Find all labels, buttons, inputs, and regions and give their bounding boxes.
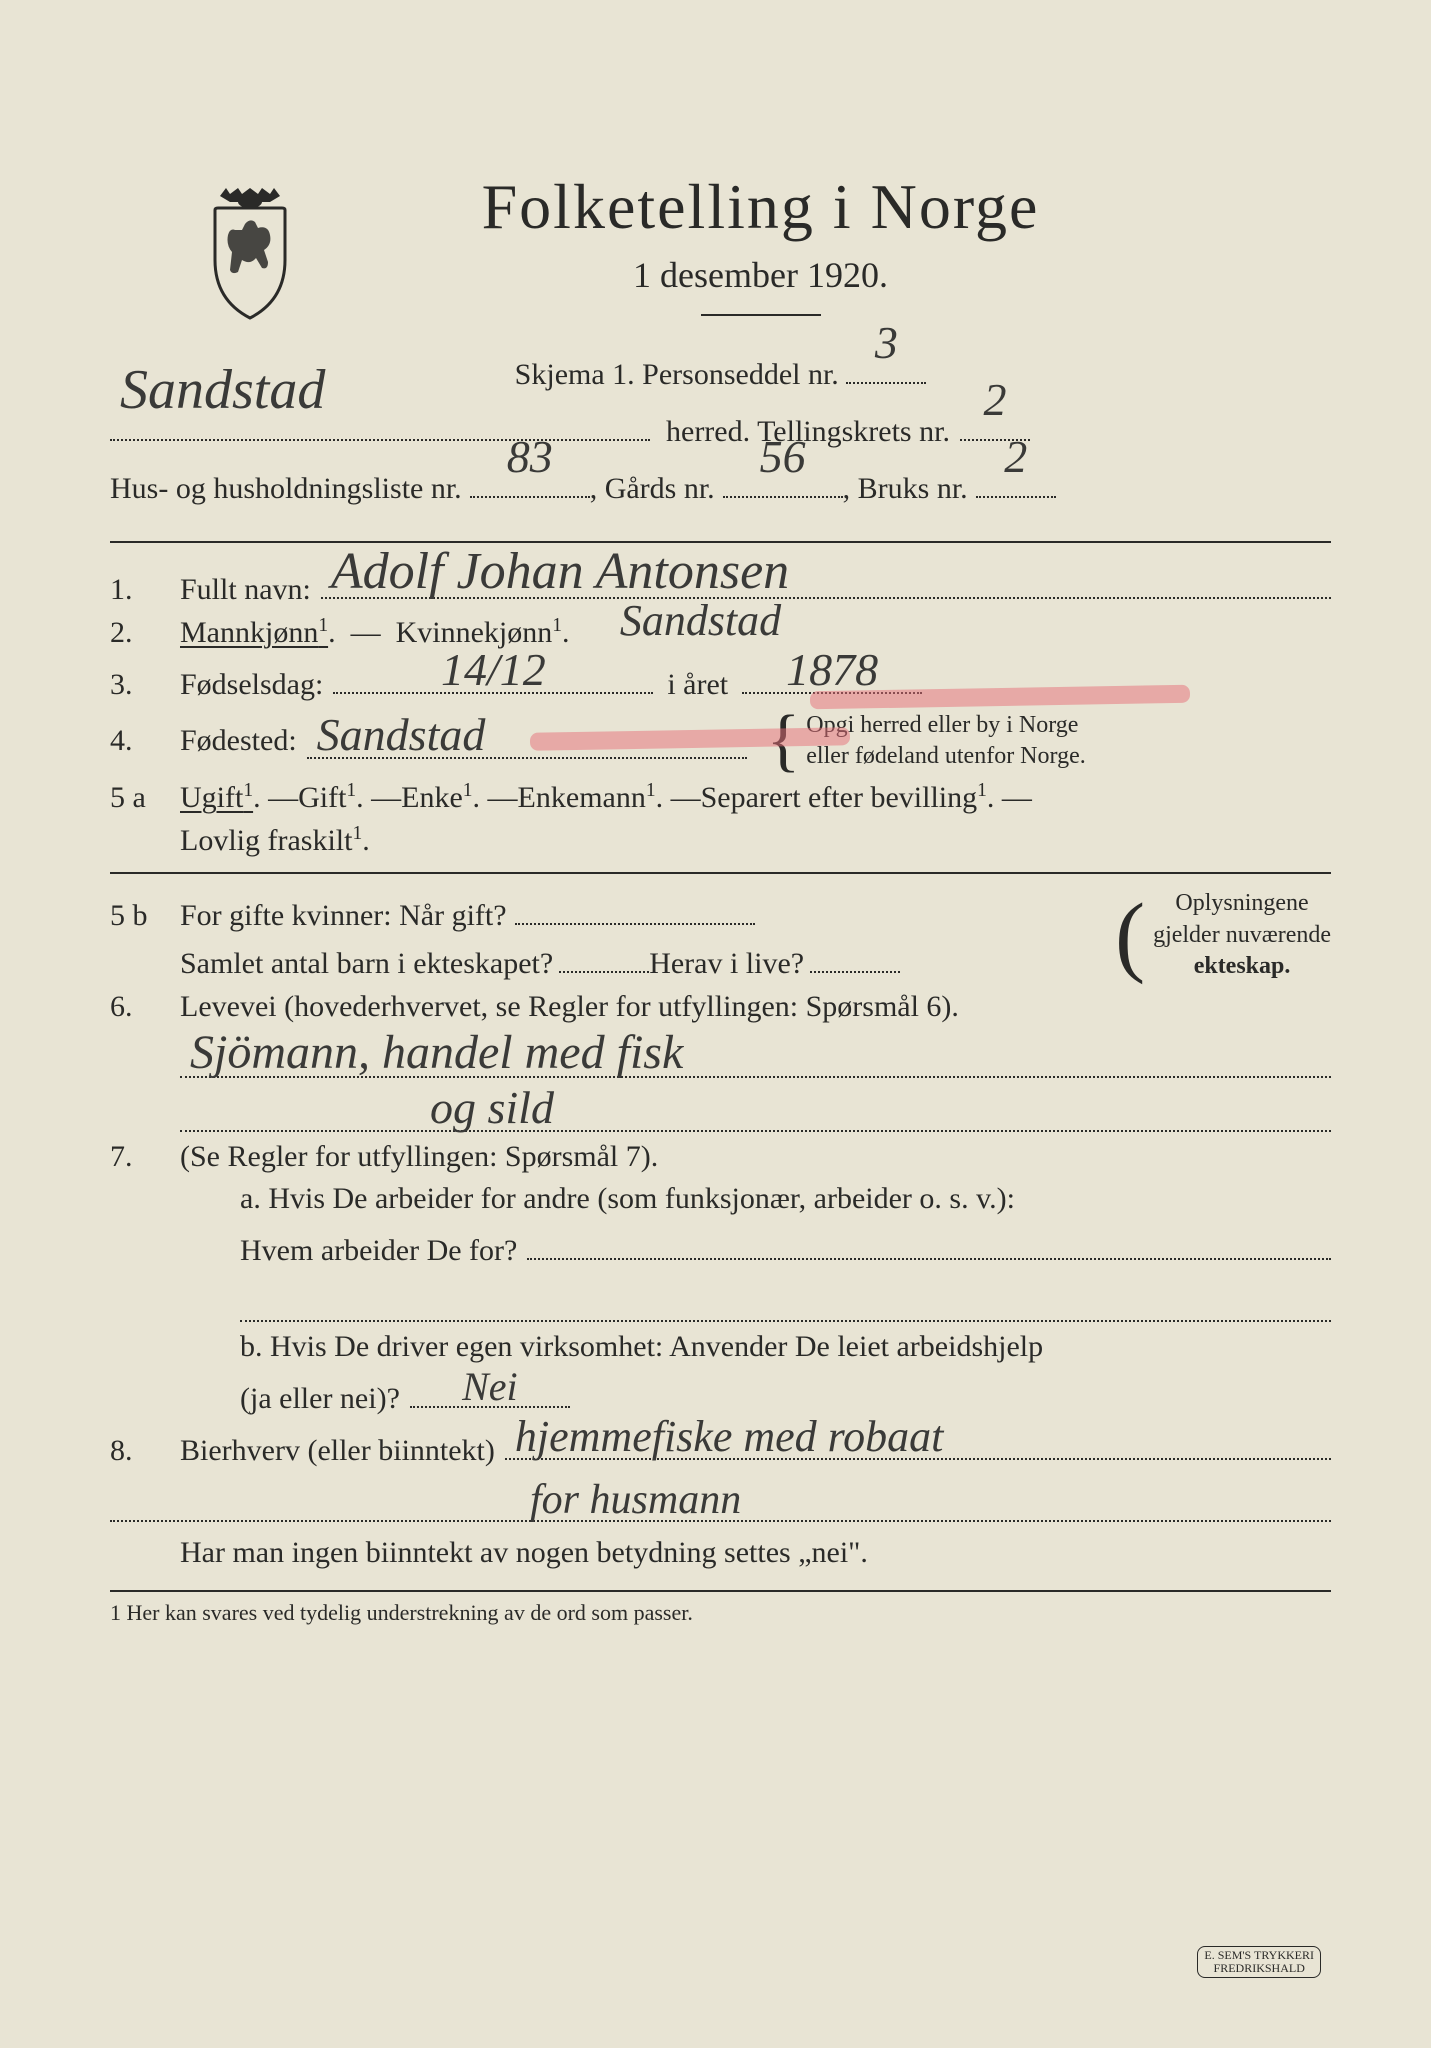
foot-line: Har man ingen biinntekt av nogen betydni… [110, 1536, 1331, 1570]
q7-label: (Se Regler for utfyllingen: Spørsmål 7). [180, 1140, 658, 1174]
q5a-ugift: Ugift1 [180, 780, 253, 815]
q3-year-label: i året [667, 668, 728, 702]
personseddel-nr: 3 [846, 299, 926, 386]
q7a-field [240, 1276, 1331, 1322]
q2-row: 2. Mannkjønn1 . — Kvinnekjønn1. Sandstad [110, 615, 1331, 650]
q4-row: 4. Fødested: Sandstad { Opgi herred elle… [110, 710, 1331, 772]
divider [110, 872, 1331, 874]
page-subtitle: 1 desember 1920. [190, 254, 1331, 296]
title-block: Folketelling i Norge 1 desember 1920. [190, 170, 1331, 316]
q7a-label: a. Hvis De arbeider for andre (som funks… [240, 1182, 1015, 1216]
q8-value: hjemmefiske med robaat [505, 1411, 1331, 1462]
brace-icon: ( [1115, 904, 1145, 967]
q7b-row: b. Hvis De driver egen virksomhet: Anven… [110, 1330, 1331, 1364]
q5b-label3: Herav i live? [649, 947, 804, 981]
coat-of-arms-icon [200, 180, 300, 320]
q1-extra: Sandstad [110, 595, 1291, 654]
q6-value1: Sjömann, handel med fisk [180, 1025, 1331, 1080]
q7b-label2: (ja eller nei)? [240, 1382, 400, 1416]
q5a-enke: Enke1. — [401, 780, 517, 815]
q5a-row2: Lovlig fraskilt1. [110, 823, 1331, 858]
bruks-label: , Bruks nr. [843, 460, 968, 517]
gards-nr: 56 [723, 413, 843, 500]
q6-row: 6. Levevei (hovederhvervet, se Regler fo… [110, 990, 1331, 1024]
q8-label: Bierhverv (eller biinntekt) [180, 1434, 495, 1468]
q5b-label2: Samlet antal barn i ekteskapet? [180, 947, 553, 981]
q7b-label: b. Hvis De driver egen virksomhet: Anven… [240, 1330, 1043, 1364]
q7b-row2: (ja eller nei)? Nei [110, 1372, 1331, 1416]
q1-value: Adolf Johan Antonsen [321, 542, 1331, 601]
q5b-row1: 5 b For gifte kvinner: Når gift? Samlet … [110, 888, 1331, 982]
herred-line: Sandstad herred. Tellingskrets nr. 2 [110, 403, 1331, 460]
q7a-row2: Hvem arbeider De for? [110, 1224, 1331, 1268]
q7-num: 7. [110, 1140, 180, 1174]
q5a-separert: Separert efter bevilling1. — [701, 780, 1032, 815]
footnote: 1 Her kan svares ved tydelig understrekn… [110, 1590, 1331, 1626]
q5a-gift: Gift1. — [298, 780, 401, 815]
q5a-row: 5 a Ugift1 . — Gift1. — Enke1. — Enkeman… [110, 780, 1331, 815]
q3-num: 3. [110, 668, 180, 702]
q7a-row: a. Hvis De arbeider for andre (som funks… [110, 1182, 1331, 1216]
page-title: Folketelling i Norge [190, 170, 1331, 244]
q5a-enkemann: Enkemann1. — [518, 780, 701, 815]
q6-value2: og sild [430, 1081, 554, 1134]
q8-num: 8. [110, 1434, 180, 1468]
q4-num: 4. [110, 724, 180, 758]
census-form-page: Folketelling i Norge 1 desember 1920. Sk… [0, 0, 1431, 2048]
q8-value2: for husmann [530, 1476, 741, 1524]
q3-day: 14/12 [333, 643, 653, 696]
husliste-label: Hus- og husholdningsliste nr. [110, 460, 462, 517]
q7-row: 7. (Se Regler for utfyllingen: Spørsmål … [110, 1140, 1331, 1174]
q3-year: 1878 [742, 643, 922, 696]
bruks-nr: 2 [976, 413, 1056, 500]
q5b-label1: For gifte kvinner: Når gift? [180, 899, 507, 933]
q6-label: Levevei (hovederhvervet, se Regler for u… [180, 990, 959, 1024]
husliste-nr: 83 [470, 413, 590, 500]
title-divider [701, 314, 821, 316]
q5b-note: Oplysningene gjelder nuværende ekteskap. [1153, 888, 1331, 982]
q6-field2: og sild [180, 1086, 1331, 1132]
q6-num: 6. [110, 990, 180, 1024]
q4-label: Fødested: [180, 724, 297, 758]
printer-mark: E. SEM'S TRYKKERIFREDRIKSHALD [1197, 1946, 1321, 1978]
q3-label: Fødselsdag: [180, 668, 323, 702]
q8-field2: for husmann [110, 1476, 1331, 1522]
q8-row: 8. Bierhverv (eller biinntekt) hjemmefis… [110, 1424, 1331, 1468]
q7a-label2: Hvem arbeider De for? [240, 1234, 517, 1268]
q5a-fraskilt: Lovlig fraskilt1. [180, 823, 370, 858]
q3-row: 3. Fødselsdag: 14/12 i året 1878 [110, 658, 1331, 702]
q7b-value: Nei [410, 1363, 570, 1410]
q6-field1: Sjömann, handel med fisk [180, 1032, 1331, 1078]
liste-line: Hus- og husholdningsliste nr. 83 , Gårds… [110, 460, 1331, 517]
q5a-num: 5 a [110, 781, 180, 815]
gards-label: , Gårds nr. [590, 460, 715, 517]
q5b-num: 5 b [110, 899, 180, 933]
foot-text: Har man ingen biinntekt av nogen betydni… [180, 1536, 868, 1570]
